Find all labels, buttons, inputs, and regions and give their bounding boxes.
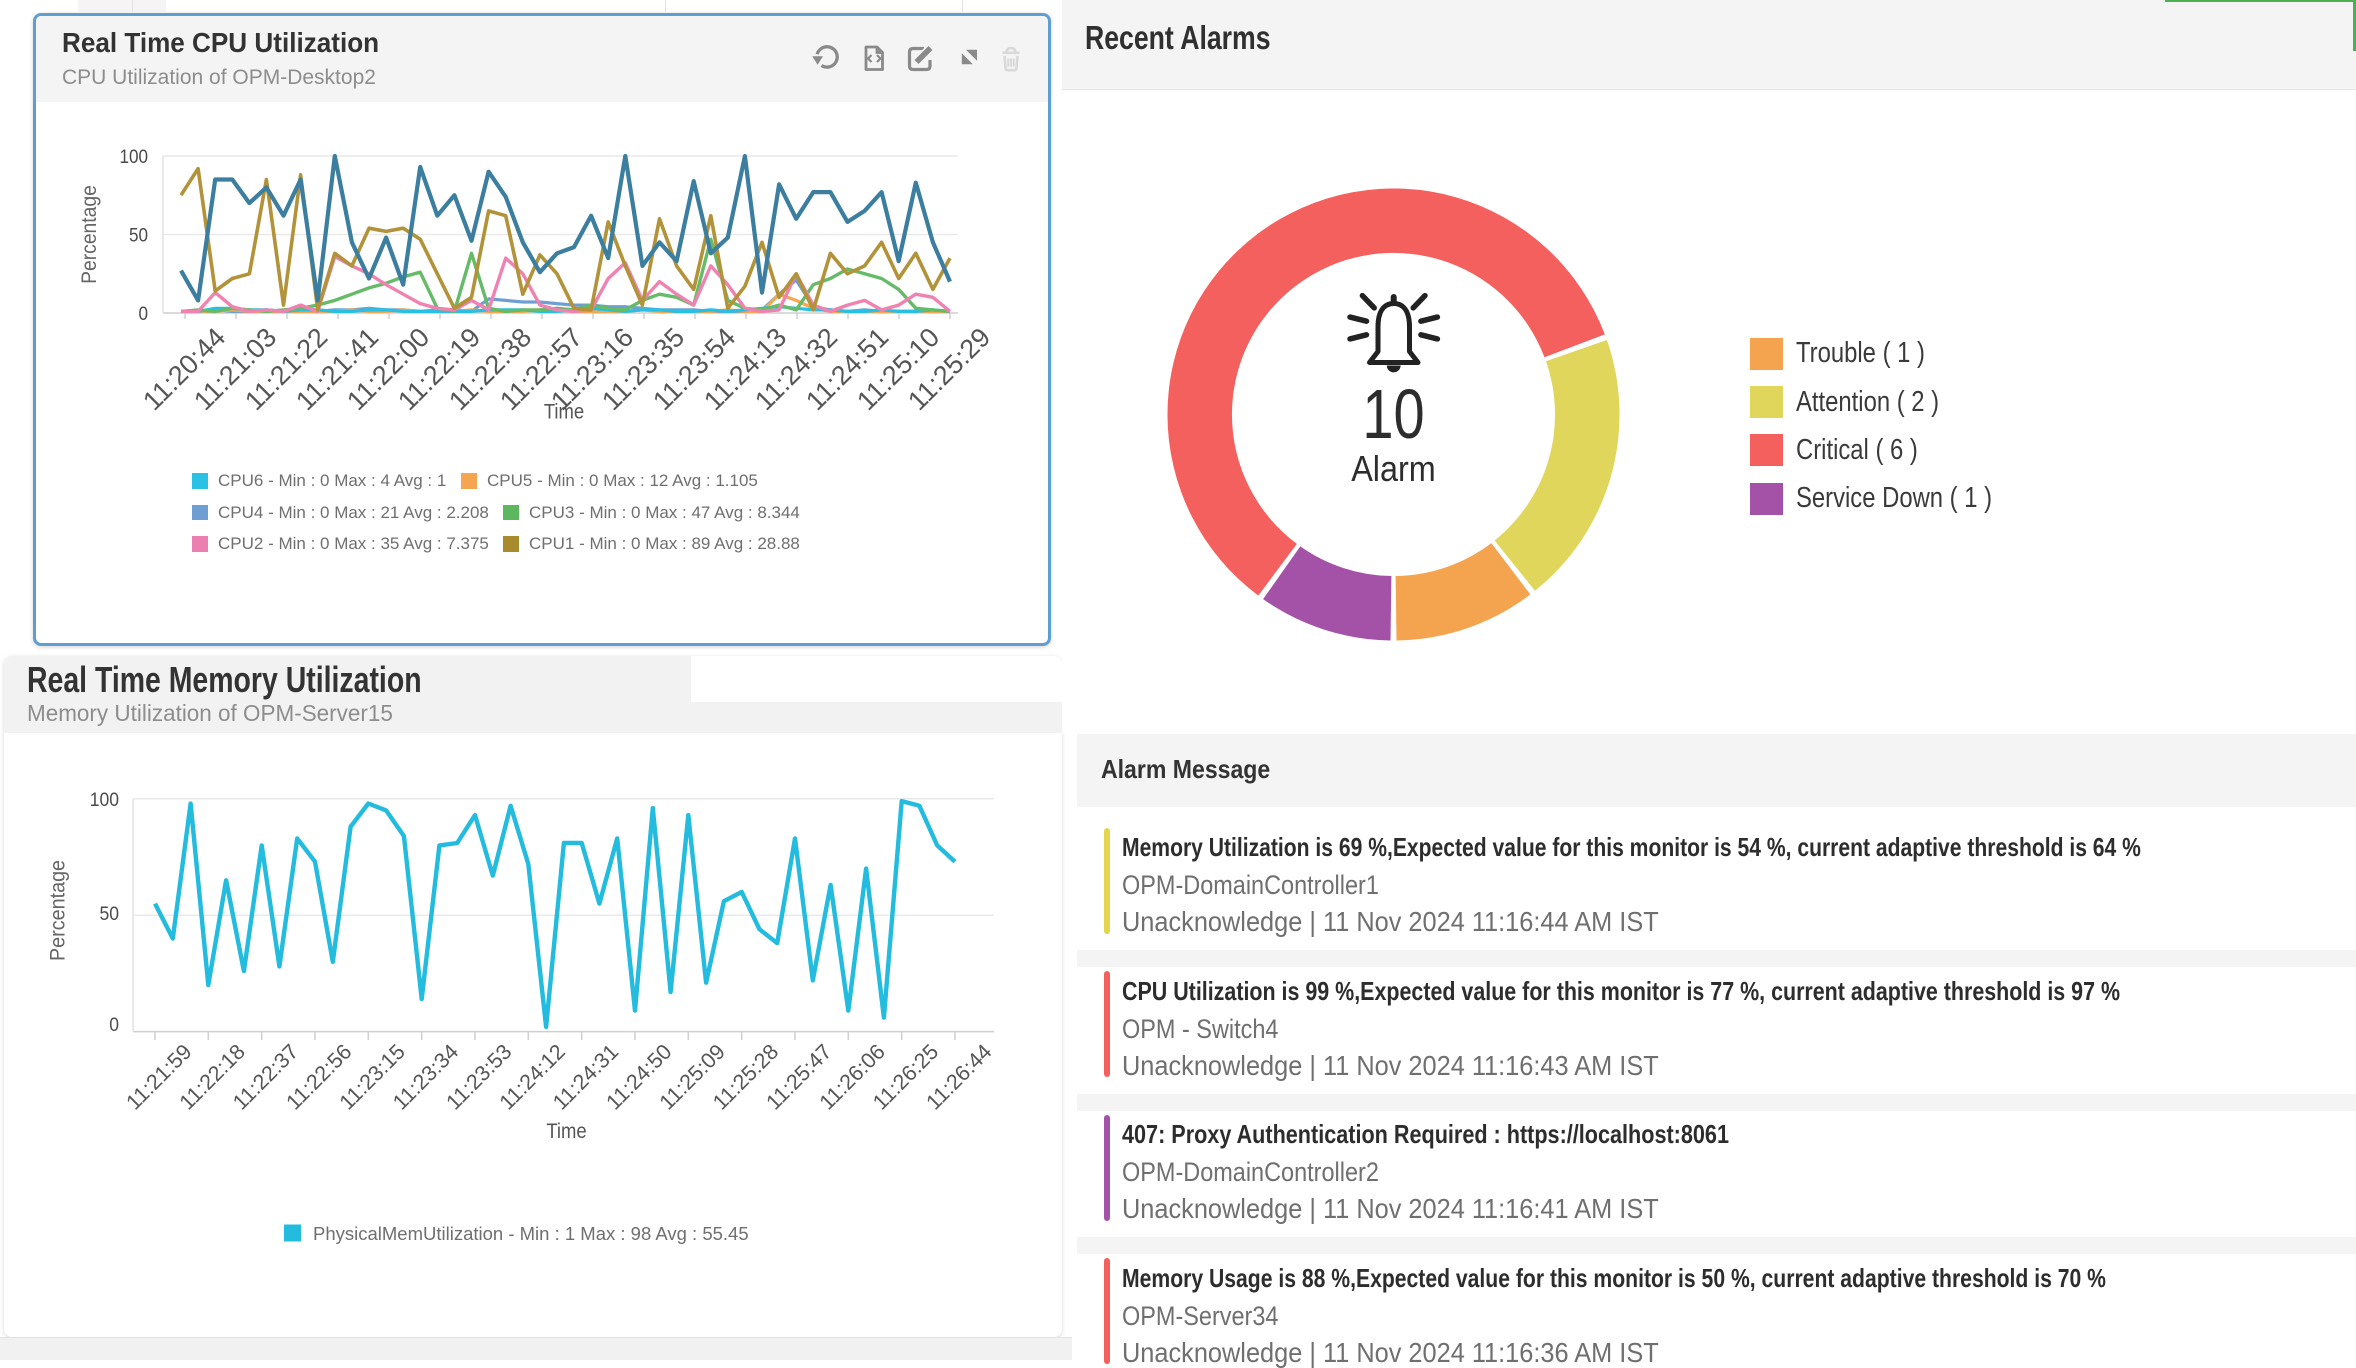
- svg-text:100: 100: [119, 146, 148, 167]
- svg-text:50: 50: [129, 224, 148, 245]
- svg-text:Percentage: Percentage: [46, 860, 70, 961]
- svg-text:10: 10: [1362, 376, 1424, 453]
- svg-text:0: 0: [109, 1013, 119, 1035]
- svg-text:Time: Time: [544, 401, 584, 424]
- svg-text:0: 0: [138, 303, 148, 324]
- svg-text:100: 100: [90, 788, 119, 810]
- svg-text:Alarm: Alarm: [1351, 449, 1436, 489]
- svg-text:Percentage: Percentage: [78, 185, 101, 284]
- svg-text:50: 50: [99, 902, 119, 924]
- svg-text:Time: Time: [546, 1120, 586, 1143]
